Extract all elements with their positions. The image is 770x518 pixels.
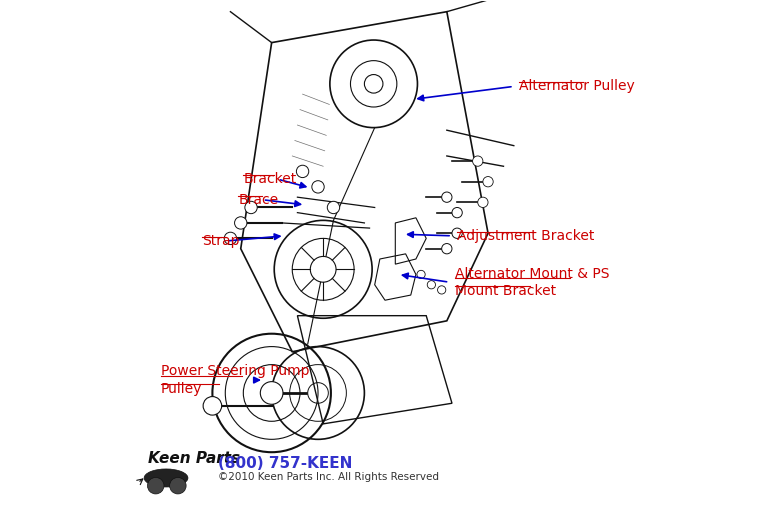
Text: Bracket: Bracket	[243, 172, 296, 186]
Circle shape	[235, 217, 247, 229]
Circle shape	[296, 165, 309, 178]
Circle shape	[327, 202, 340, 213]
Circle shape	[473, 156, 483, 166]
Circle shape	[452, 228, 462, 238]
Circle shape	[245, 202, 257, 213]
Circle shape	[310, 256, 336, 282]
Circle shape	[260, 382, 283, 404]
Circle shape	[427, 281, 436, 289]
Text: (800) 757-KEEN: (800) 757-KEEN	[218, 456, 352, 471]
Ellipse shape	[144, 469, 188, 487]
Circle shape	[442, 192, 452, 203]
Circle shape	[442, 243, 452, 254]
Text: Keen Parts: Keen Parts	[148, 451, 240, 466]
Circle shape	[169, 478, 186, 494]
Circle shape	[148, 478, 164, 494]
Circle shape	[483, 177, 494, 187]
Text: Alternator Mount & PS
Mount Bracket: Alternator Mount & PS Mount Bracket	[454, 267, 609, 298]
Circle shape	[417, 270, 425, 279]
Text: Alternator Pulley: Alternator Pulley	[519, 79, 634, 93]
Circle shape	[437, 286, 446, 294]
Circle shape	[312, 181, 324, 193]
Circle shape	[203, 397, 222, 415]
Text: Brace: Brace	[238, 193, 278, 207]
Circle shape	[224, 232, 236, 244]
Circle shape	[308, 383, 328, 403]
Text: Adjustment Bracket: Adjustment Bracket	[457, 229, 594, 243]
Circle shape	[477, 197, 488, 208]
Circle shape	[452, 208, 462, 218]
Text: Power Steering Pump
Pulley: Power Steering Pump Pulley	[161, 365, 310, 396]
Text: ©2010 Keen Parts Inc. All Rights Reserved: ©2010 Keen Parts Inc. All Rights Reserve…	[218, 471, 439, 482]
Text: Strap: Strap	[202, 234, 239, 248]
